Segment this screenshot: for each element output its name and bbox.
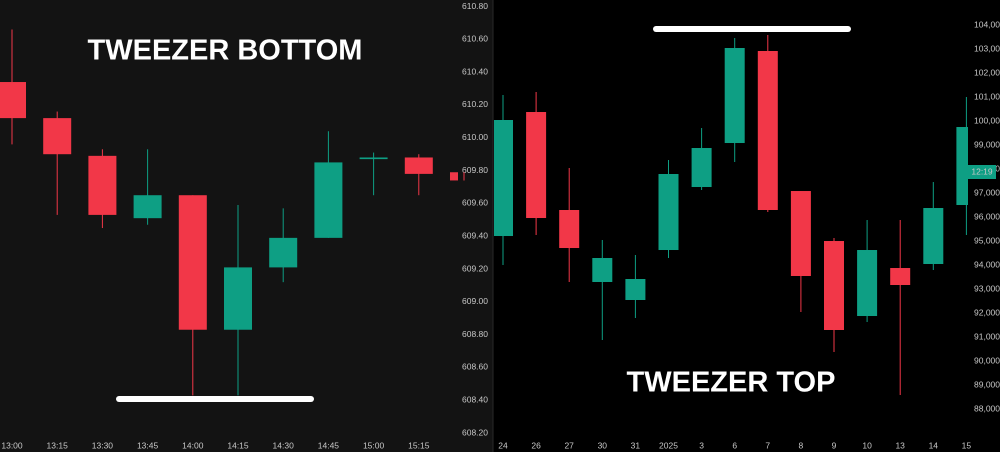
candle-body xyxy=(314,162,343,238)
x-tick-label: 15 xyxy=(962,440,972,450)
x-tick-label: 14:45 xyxy=(318,440,340,450)
y-tick-label: 609.40 xyxy=(462,230,488,240)
y-tick-label: 100,000 xyxy=(974,115,1000,125)
y-tick-label: 608.60 xyxy=(462,362,488,372)
candle-body xyxy=(269,237,298,268)
x-tick-label: 10 xyxy=(862,440,872,450)
x-tick-label: 13:45 xyxy=(137,440,159,450)
y-tick-label: 610.80 xyxy=(462,1,488,11)
y-tick-label: 88,000 xyxy=(974,403,1000,413)
x-tick-label: 27 xyxy=(564,440,574,450)
x-tick-label: 30 xyxy=(598,440,608,450)
x-tick-label: 9 xyxy=(832,440,837,450)
candle-body xyxy=(625,279,646,300)
y-tick-label: 610.00 xyxy=(462,132,488,142)
candle-body xyxy=(133,195,162,219)
candle-body xyxy=(956,127,968,206)
y-tick-label: 101,000 xyxy=(974,91,1000,101)
y-tick-label: 89,000 xyxy=(974,379,1000,389)
y-tick-label: 91,000 xyxy=(974,331,1000,341)
x-tick-label: 13:15 xyxy=(47,440,69,450)
candle-body xyxy=(857,250,878,317)
x-tick-label: 14 xyxy=(929,440,939,450)
candle-body xyxy=(494,120,513,237)
y-tick-label: 610.40 xyxy=(462,66,488,76)
y-tick-label: 104,000 xyxy=(974,19,1000,29)
y-tick-label: 95,000 xyxy=(974,235,1000,245)
candle-body xyxy=(923,208,944,264)
candle-body xyxy=(450,172,458,181)
y-tick-label: 94,000 xyxy=(974,259,1000,269)
candle-body xyxy=(359,157,388,160)
candle-body xyxy=(43,118,72,155)
candle-body xyxy=(224,267,252,330)
candle-body xyxy=(592,258,613,282)
x-tick-label: 24 xyxy=(498,440,508,450)
y-tick-label: 96,000 xyxy=(974,211,1000,221)
y-tick-label: 609.20 xyxy=(462,263,488,273)
y-tick-label: 608.20 xyxy=(462,427,488,437)
annotation: TWEEZER BOTTOM xyxy=(88,35,363,67)
y-tick-label: 99,000 xyxy=(974,139,1000,149)
price-tag: 12:19 xyxy=(971,166,993,176)
y-tick-label: 97,000 xyxy=(974,187,1000,197)
y-tick-label: 609.60 xyxy=(462,198,488,208)
y-tick-label: 610.60 xyxy=(462,34,488,44)
candle-body xyxy=(824,241,844,330)
y-tick-label: 608.80 xyxy=(462,329,488,339)
y-tick-label: 102,000 xyxy=(974,67,1000,77)
x-tick-label: 14:00 xyxy=(182,440,204,450)
x-tick-label: 14:15 xyxy=(227,440,249,450)
x-tick-label: 14:30 xyxy=(273,440,295,450)
candle-body xyxy=(88,155,117,215)
annotation: TWEEZER TOP xyxy=(627,367,836,399)
y-tick-label: 92,000 xyxy=(974,307,1000,317)
candle-body xyxy=(890,268,911,285)
y-tick-label: 103,000 xyxy=(974,43,1000,53)
x-tick-label: 3 xyxy=(699,440,704,450)
x-tick-label: 13:30 xyxy=(92,440,114,450)
left-panel xyxy=(0,0,493,452)
x-tick-label: 8 xyxy=(799,440,804,450)
candle-body xyxy=(178,195,207,330)
candle-body xyxy=(658,174,679,251)
candle-body xyxy=(757,51,778,210)
candle-body xyxy=(724,48,745,144)
x-tick-label: 6 xyxy=(732,440,737,450)
candle-body xyxy=(559,210,580,249)
y-tick-label: 609.80 xyxy=(462,165,488,175)
candle-body xyxy=(404,157,433,174)
x-tick-label: 2025 xyxy=(659,440,678,450)
y-tick-label: 610.20 xyxy=(462,99,488,109)
x-tick-label: 15:15 xyxy=(408,440,430,450)
x-tick-label: 15:00 xyxy=(363,440,385,450)
candle-body xyxy=(691,148,712,188)
y-tick-label: 608.40 xyxy=(462,395,488,405)
candle-body xyxy=(790,191,811,276)
x-tick-label: 13:00 xyxy=(1,440,23,450)
price-tag-box xyxy=(968,165,996,179)
x-tick-label: 7 xyxy=(765,440,770,450)
candle-body xyxy=(526,112,547,219)
x-tick-label: 31 xyxy=(631,440,641,450)
y-tick-label: 90,000 xyxy=(974,355,1000,365)
y-tick-label: 93,000 xyxy=(974,283,1000,293)
candle-body xyxy=(0,82,26,119)
x-tick-label: 26 xyxy=(531,440,541,450)
y-tick-label: 609.00 xyxy=(462,296,488,306)
x-tick-label: 13 xyxy=(895,440,905,450)
